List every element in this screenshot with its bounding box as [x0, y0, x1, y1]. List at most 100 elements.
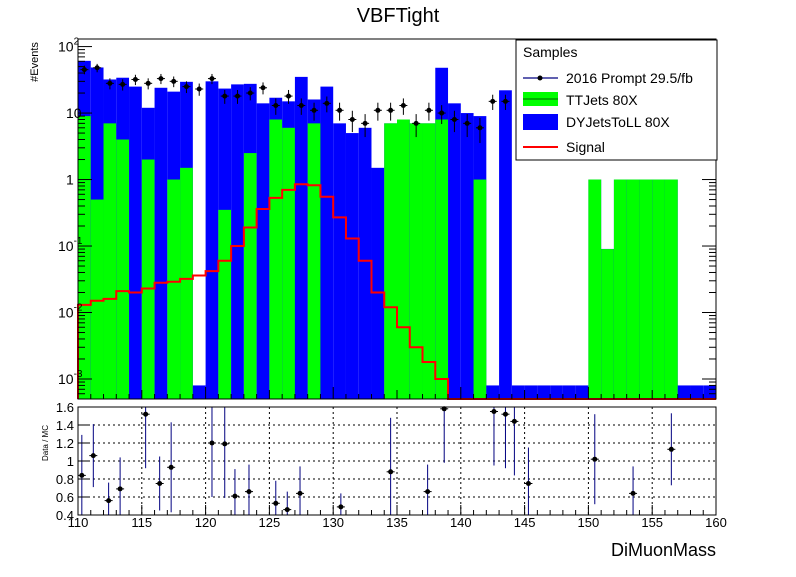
- ratio-plot-panel: 0.4 0.6 0.8 1 1.2 1.4 1.6 110 115 120 125 130 135 140…: [56, 400, 727, 530]
- ttjets-bar: [409, 123, 423, 400]
- data-points-group: [80, 63, 510, 143]
- ttjets-bar: [473, 179, 487, 399]
- legend-dyjets-swatch: [523, 114, 558, 130]
- ttjets-bar: [243, 153, 257, 399]
- dyjets-bar: [499, 90, 512, 399]
- ratio-point: [502, 411, 508, 417]
- data-point: [311, 107, 317, 113]
- x-tick-label: 115: [131, 515, 152, 530]
- ttjets-bar: [384, 123, 397, 400]
- legend-data-marker: [537, 75, 543, 81]
- ttjets-bar: [588, 179, 602, 399]
- dyjets-bar: [256, 103, 270, 399]
- dyjets-bar: [205, 81, 219, 399]
- data-point: [490, 98, 496, 104]
- x-tick-label: 135: [386, 515, 408, 530]
- ratio-y-tick-label: 0.6: [56, 490, 74, 505]
- y-tick-label-exponent: -1: [74, 236, 83, 247]
- data-point: [502, 98, 508, 104]
- ratio-point: [284, 507, 290, 513]
- legend-entry-ttjets: TTJets 80X: [523, 92, 638, 108]
- dyjets-bar: [294, 76, 308, 400]
- y-tick-label-exponent: 2: [74, 37, 80, 48]
- data-point: [196, 86, 202, 92]
- data-point: [324, 100, 330, 106]
- data-point: [298, 102, 304, 108]
- ratio-y-tick-label: 1.2: [56, 436, 74, 451]
- data-point: [81, 67, 87, 73]
- ratio-y-axis-label: Data / MC: [41, 425, 50, 461]
- y-tick-label-exponent: -2: [74, 303, 83, 314]
- ratio-point: [630, 490, 636, 496]
- ttjets-bar: [141, 159, 155, 399]
- ratio-point: [511, 418, 517, 424]
- dyjets-bar: [460, 113, 474, 399]
- y-tick-label-exponent: -3: [74, 369, 83, 380]
- ratio-point: [209, 440, 215, 446]
- ratio-point: [491, 409, 497, 414]
- ratio-point: [143, 411, 149, 417]
- ratio-point: [592, 456, 598, 462]
- data-point: [158, 76, 164, 82]
- ttjets-bar: [116, 139, 130, 399]
- ratio-y-tick-label: 1: [67, 454, 74, 469]
- x-tick-label: 140: [450, 515, 472, 530]
- data-point: [286, 93, 292, 99]
- dyjets-bar: [550, 385, 563, 399]
- dyjets-bar: [333, 123, 346, 400]
- ratio-point: [90, 453, 96, 459]
- dyjets-bar: [690, 385, 704, 399]
- y-axis-label: #Events: [29, 42, 41, 82]
- legend-entry-signal: Signal: [523, 139, 605, 155]
- ratio-point: [668, 446, 674, 452]
- x-axis-label: DiMuonMass: [611, 540, 716, 560]
- ratio-y-tick-label: 0.4: [56, 508, 74, 523]
- x-tick-label: 160: [705, 515, 727, 530]
- ttjets-bar: [167, 179, 181, 399]
- ttjets-bar: [269, 119, 283, 400]
- ttjets-bar: [435, 119, 449, 400]
- dyjets-bar: [231, 84, 244, 399]
- dyjets-bar: [575, 385, 589, 399]
- ttjets-bar: [397, 119, 410, 400]
- ratio-point: [338, 504, 344, 510]
- ratio-point: [525, 481, 531, 486]
- data-point: [132, 76, 138, 82]
- data-point: [145, 80, 151, 86]
- dyjets-bar: [524, 385, 538, 399]
- top-bars-group: [78, 60, 716, 400]
- data-point: [337, 107, 343, 113]
- dyjets-bar: [154, 87, 168, 400]
- data-point: [94, 65, 100, 71]
- dyjets-bar: [371, 167, 385, 399]
- data-point: [120, 81, 126, 87]
- ttjets-bar: [613, 179, 627, 399]
- ttjets-bar: [282, 127, 295, 400]
- data-point: [426, 107, 432, 113]
- dyjets-bar: [677, 385, 691, 399]
- data-point: [400, 102, 406, 108]
- ttjets-bar: [626, 179, 640, 399]
- ttjets-bar: [307, 123, 321, 400]
- data-point: [260, 85, 266, 91]
- x-tick-label: 145: [514, 515, 536, 530]
- ratio-axes-group: 0.4 0.6 0.8 1 1.2 1.4 1.6 110 115 120 125 130 135 140…: [56, 400, 727, 530]
- ratio-point: [106, 498, 112, 504]
- legend-label-ttjets: TTJets 80X: [566, 92, 638, 108]
- data-point: [388, 107, 394, 113]
- dyjets-bar: [129, 86, 142, 399]
- x-tick-label: 110: [68, 515, 89, 530]
- data-point: [222, 93, 228, 99]
- ttjets-bar: [180, 167, 193, 399]
- dyjets-bar: [537, 385, 551, 399]
- data-point: [273, 102, 279, 108]
- data-point: [413, 120, 419, 126]
- dyjets-bar: [562, 385, 576, 399]
- ratio-y-tick-label: 1.4: [56, 418, 74, 433]
- ttjets-bar: [78, 116, 91, 399]
- ttjets-bar: [601, 249, 614, 399]
